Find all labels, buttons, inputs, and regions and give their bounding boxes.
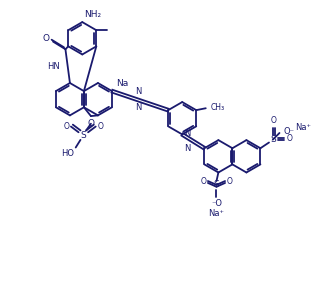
Text: O: O [87, 119, 95, 128]
Text: N: N [184, 129, 191, 137]
Text: NH₂: NH₂ [84, 10, 101, 19]
Text: N: N [135, 87, 141, 96]
Text: O: O [200, 178, 206, 186]
Text: O: O [98, 122, 104, 131]
Text: O: O [42, 34, 49, 43]
Text: O: O [63, 122, 69, 131]
Text: S: S [80, 131, 86, 140]
Text: O: O [227, 178, 233, 186]
Text: Na⁺: Na⁺ [295, 123, 311, 132]
Text: N: N [135, 103, 141, 111]
Text: S: S [270, 135, 276, 144]
Text: Na⁺: Na⁺ [208, 209, 225, 218]
Text: S: S [214, 180, 219, 189]
Text: Na: Na [116, 79, 128, 88]
Text: HN: HN [47, 62, 60, 71]
Text: O: O [271, 116, 277, 125]
Text: O⁻: O⁻ [283, 127, 294, 136]
Text: CH₃: CH₃ [211, 103, 225, 112]
Text: HO: HO [61, 149, 74, 158]
Text: ⁻O: ⁻O [211, 199, 222, 208]
Text: N: N [184, 144, 191, 153]
Text: O: O [286, 134, 292, 143]
